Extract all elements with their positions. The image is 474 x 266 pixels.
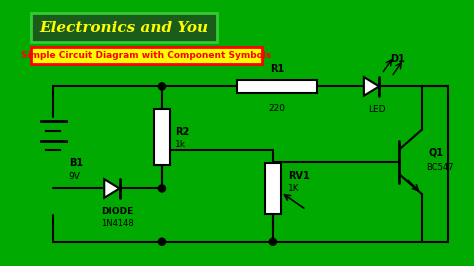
Bar — [31, 13, 218, 42]
Text: Simple Circuit Diagram with Component Symbols: Simple Circuit Diagram with Component Sy… — [21, 51, 272, 60]
Text: R2: R2 — [175, 127, 190, 137]
Bar — [237, 80, 317, 93]
Text: 220: 220 — [269, 104, 286, 113]
Text: DIODE: DIODE — [101, 207, 134, 216]
Text: 1N4148: 1N4148 — [101, 219, 134, 228]
Text: R1: R1 — [270, 64, 284, 74]
Text: 1K: 1K — [288, 184, 300, 193]
Bar — [265, 163, 281, 214]
Circle shape — [158, 238, 165, 245]
Text: Electronics and You: Electronics and You — [40, 21, 209, 35]
Bar — [31, 47, 262, 64]
Text: 9V: 9V — [69, 172, 81, 181]
Text: BC547: BC547 — [426, 163, 454, 172]
Text: 1k: 1k — [175, 140, 186, 149]
Circle shape — [158, 83, 165, 90]
Circle shape — [269, 238, 276, 245]
Text: RV1: RV1 — [288, 171, 310, 181]
Bar — [154, 109, 170, 165]
Text: D1: D1 — [390, 54, 404, 64]
Circle shape — [158, 185, 165, 192]
Text: B1: B1 — [69, 158, 83, 168]
Polygon shape — [364, 77, 379, 96]
Text: Q1: Q1 — [428, 147, 443, 157]
Polygon shape — [104, 179, 119, 198]
Text: LED: LED — [368, 105, 386, 114]
